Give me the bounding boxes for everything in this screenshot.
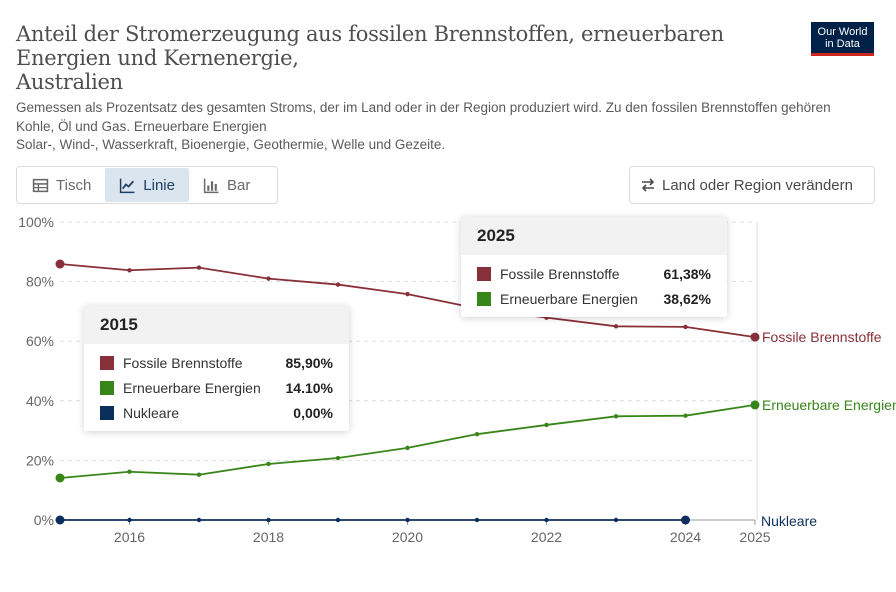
data-point bbox=[55, 473, 65, 483]
swap-arrows-icon bbox=[641, 178, 655, 192]
data-point bbox=[196, 472, 202, 477]
tab-line[interactable]: Linie bbox=[105, 168, 189, 202]
series-name: Erneuerbare Energien bbox=[123, 379, 261, 396]
x-tick-label: 2020 bbox=[392, 529, 423, 545]
tooltip-row: Fossile Brennstoffe 61,38% bbox=[461, 261, 727, 286]
data-point bbox=[127, 469, 132, 474]
data-point bbox=[405, 517, 410, 523]
tab-bar[interactable]: Bar bbox=[189, 168, 264, 202]
tooltip-row: Erneuerbare Energien 38,62% bbox=[461, 286, 727, 311]
line-chart-icon bbox=[120, 178, 135, 193]
y-tick-label: 0% bbox=[34, 512, 54, 528]
y-tick-label: 100% bbox=[18, 214, 54, 230]
data-point bbox=[544, 517, 549, 523]
data-point bbox=[613, 324, 619, 329]
change-region-label: Land oder Region verändern bbox=[662, 176, 853, 194]
series-swatch bbox=[477, 291, 491, 306]
x-tick-label: 2022 bbox=[531, 529, 562, 545]
data-point bbox=[544, 422, 549, 428]
series-name: Fossile Brennstoffe bbox=[500, 265, 620, 282]
series-end-label: Fossile Brennstoffe bbox=[762, 329, 882, 345]
data-point bbox=[683, 413, 688, 418]
tab-line-label: Linie bbox=[143, 176, 175, 194]
tab-table-label: Tisch bbox=[56, 176, 92, 194]
tooltip-2025: 2025 Fossile Brennstoffe 61,38% Erneuerbar… bbox=[461, 217, 727, 317]
series-value: 38,62% bbox=[663, 290, 711, 307]
series-end-label: Nukleare bbox=[761, 513, 817, 529]
series-name: Erneuerbare Energien bbox=[500, 290, 638, 307]
data-point bbox=[266, 276, 271, 281]
y-tick-label: 40% bbox=[26, 393, 54, 409]
data-point bbox=[750, 332, 760, 342]
table-icon bbox=[32, 178, 49, 192]
tooltip-row: Erneuerbare Energien 14.10% bbox=[84, 375, 349, 400]
tab-table[interactable]: Tisch bbox=[18, 168, 105, 202]
data-point bbox=[266, 517, 271, 523]
series-swatch bbox=[100, 405, 114, 420]
data-point bbox=[474, 431, 480, 437]
data-point bbox=[127, 268, 132, 273]
x-tick-label: 2018 bbox=[253, 529, 284, 545]
series-name: Nukleare bbox=[123, 404, 180, 421]
tooltip-row: Fossile Brennstoffe 85,90% bbox=[84, 350, 349, 375]
data-point bbox=[335, 282, 341, 287]
bar-chart-icon bbox=[203, 178, 219, 193]
y-tick-label: 60% bbox=[26, 333, 54, 349]
tooltip-2015: 2015 Fossile Brennstoffe 85,90% Erneuerbar… bbox=[84, 306, 349, 431]
data-point bbox=[405, 291, 410, 297]
y-tick-label: 80% bbox=[26, 274, 54, 290]
owid-logo[interactable]: Our World in Data bbox=[811, 22, 874, 56]
tooltip-year: 2015 bbox=[84, 306, 349, 344]
data-point bbox=[405, 445, 410, 451]
series-value: 0,00% bbox=[293, 404, 333, 421]
data-point bbox=[683, 324, 688, 330]
data-point bbox=[613, 414, 619, 419]
tooltip-year: 2025 bbox=[461, 217, 727, 255]
y-tick-label: 20% bbox=[26, 452, 54, 468]
data-point bbox=[196, 265, 202, 270]
data-point bbox=[750, 400, 760, 410]
series-value: 14.10% bbox=[285, 379, 333, 396]
data-point bbox=[613, 517, 619, 523]
chart-subtitle: Gemessen als Prozentsatz des gesamten St… bbox=[16, 100, 831, 152]
series-swatch bbox=[477, 266, 491, 281]
view-tabs: Tisch Linie Bar bbox=[16, 166, 278, 204]
data-point bbox=[196, 517, 202, 523]
x-tick-label: 2025 bbox=[739, 529, 770, 545]
x-tick-label: 2016 bbox=[114, 529, 145, 545]
series-end-label: Erneuerbare Energien bbox=[762, 397, 896, 413]
series-name: Fossile Brennstoffe bbox=[123, 354, 243, 371]
data-point bbox=[127, 517, 132, 523]
change-region-button[interactable]: Land oder Region verändern bbox=[629, 166, 875, 204]
series-value: 61,38% bbox=[663, 265, 711, 282]
series-swatch bbox=[100, 355, 114, 370]
data-point bbox=[55, 515, 65, 525]
data-point bbox=[335, 517, 341, 523]
series-swatch bbox=[100, 380, 114, 395]
chart-title: Anteil der Stromerzeugung aus fossilen B… bbox=[16, 22, 724, 94]
series-value: 85,90% bbox=[285, 354, 333, 371]
x-tick-label: 2024 bbox=[670, 529, 701, 545]
data-point bbox=[335, 455, 341, 461]
data-point bbox=[55, 259, 65, 269]
data-point bbox=[266, 461, 271, 467]
tooltip-row: Nukleare 0,00% bbox=[84, 400, 349, 425]
data-point bbox=[681, 515, 690, 525]
tab-bar-label: Bar bbox=[226, 176, 251, 194]
data-point bbox=[474, 517, 480, 523]
